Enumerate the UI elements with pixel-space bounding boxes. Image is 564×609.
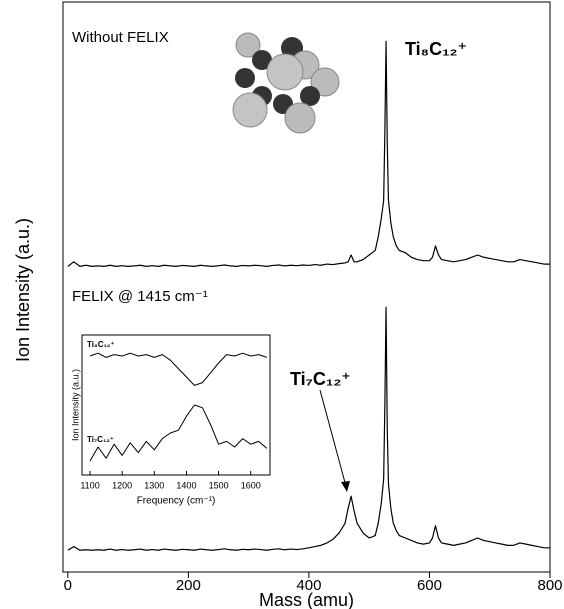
x-tick-label: 200 bbox=[176, 577, 201, 594]
series-label: Ti₈C₁₂⁺ bbox=[87, 340, 115, 349]
x-tick-label: 600 bbox=[417, 577, 442, 594]
inset-frame bbox=[81, 334, 271, 476]
annotation: Ti₈C₁₂⁺ bbox=[405, 39, 467, 59]
series-label: Ti₇C₁₂⁺ bbox=[87, 435, 114, 444]
x-tick-label: 1600 bbox=[241, 480, 261, 490]
x-tick-label: 400 bbox=[296, 577, 321, 594]
cluster-icon bbox=[232, 32, 340, 134]
x-axis-label: Mass (amu) bbox=[259, 590, 354, 609]
y-axis-label: Ion Intensity (a.u.) bbox=[70, 369, 80, 441]
x-tick-label: 1300 bbox=[144, 480, 164, 490]
spectrum-line bbox=[89, 404, 268, 462]
x-tick-label: 1200 bbox=[112, 480, 132, 490]
spectrum-line bbox=[89, 352, 267, 386]
x-tick-label: 1500 bbox=[209, 480, 229, 490]
spectrum-line bbox=[67, 40, 550, 267]
annotation: Without FELIX bbox=[72, 29, 169, 46]
arrow bbox=[319, 389, 348, 491]
y-axis-label: Ion Intensity (a.u.) bbox=[13, 218, 33, 362]
x-tick-label: 800 bbox=[537, 577, 562, 594]
x-tick-label: 0 bbox=[64, 577, 72, 594]
x-tick-label: 1100 bbox=[80, 480, 99, 490]
annotation: Ti₇C₁₂⁺ bbox=[290, 369, 351, 389]
spectrum-line bbox=[67, 306, 550, 551]
x-axis-label: Frequency (cm⁻¹) bbox=[137, 496, 216, 507]
plot-frame bbox=[62, 1, 551, 573]
arrow-head bbox=[341, 481, 350, 492]
annotation: FELIX @ 1415 cm⁻¹ bbox=[72, 288, 208, 305]
x-tick-label: 1400 bbox=[176, 480, 196, 490]
